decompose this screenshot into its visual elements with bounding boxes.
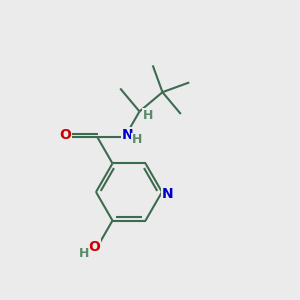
Text: O: O xyxy=(88,240,100,254)
Text: O: O xyxy=(59,128,71,142)
Text: H: H xyxy=(132,133,142,146)
Text: H: H xyxy=(143,109,153,122)
Text: H: H xyxy=(79,247,89,260)
Text: N: N xyxy=(162,187,173,200)
Text: N: N xyxy=(122,128,133,142)
